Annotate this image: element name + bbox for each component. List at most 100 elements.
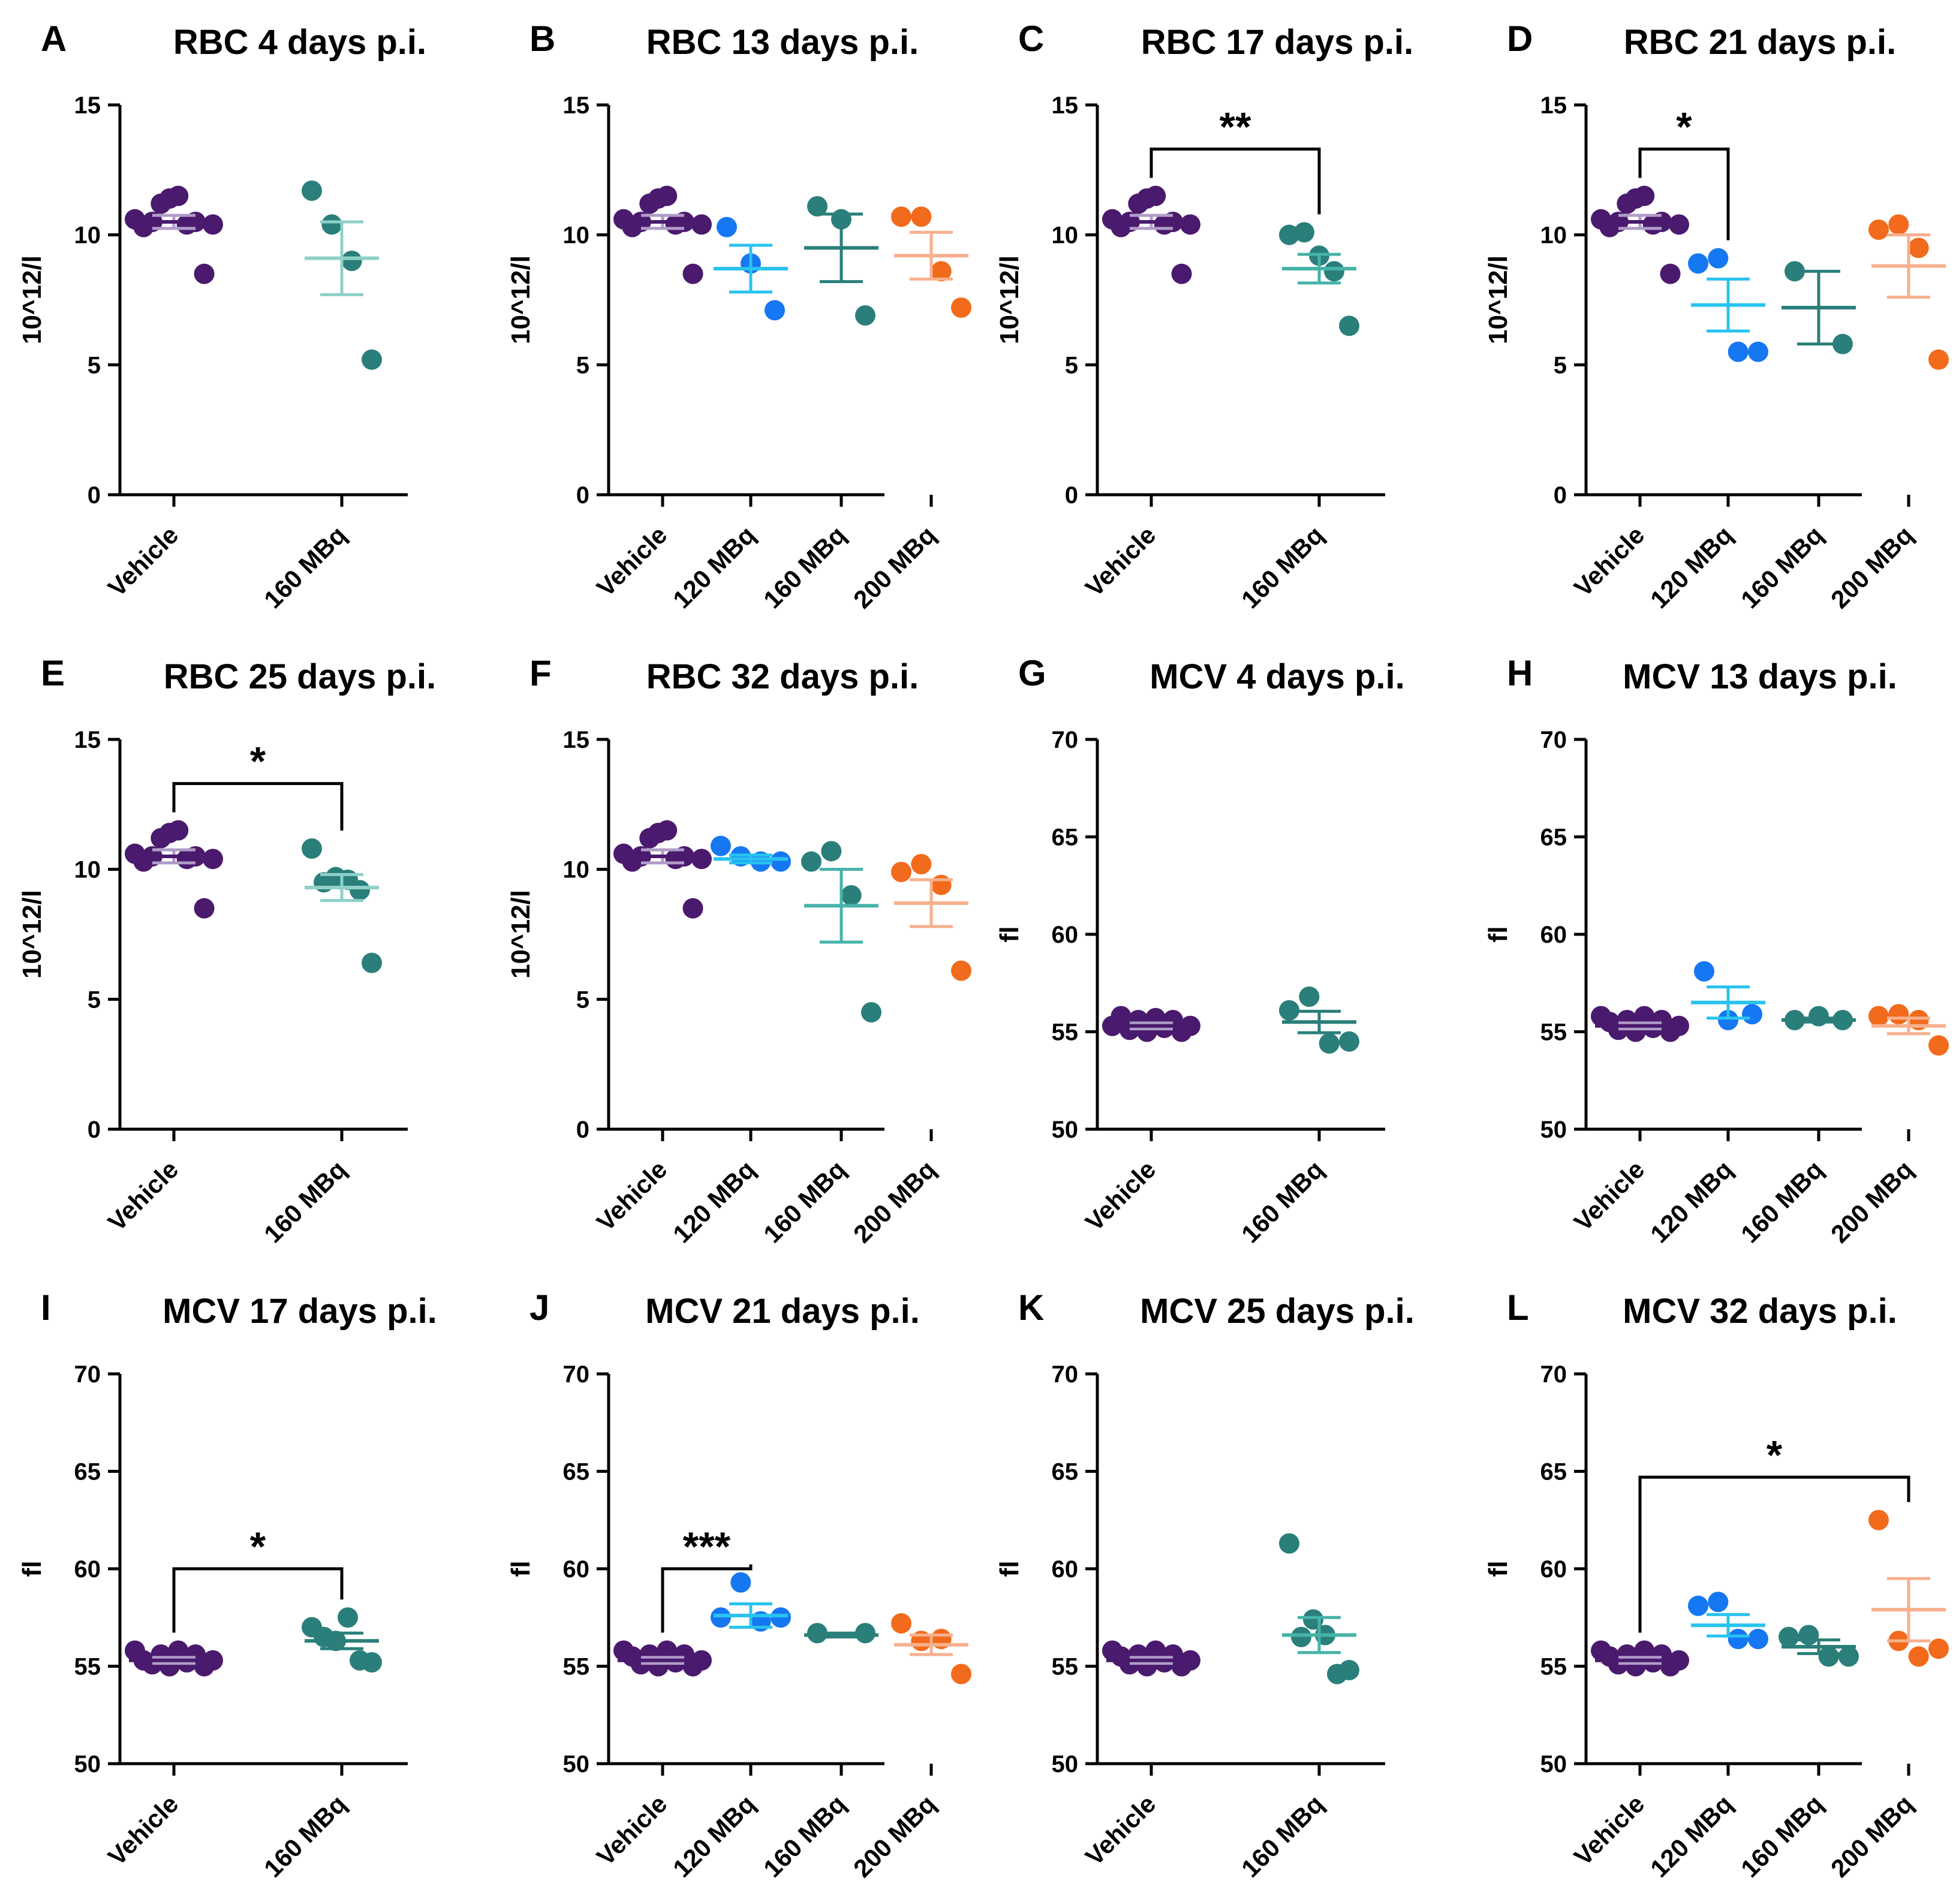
significance-bracket: [172, 1567, 344, 1633]
data-point: [1728, 1629, 1749, 1649]
chart-title: MCV 13 days p.i.: [1623, 657, 1897, 696]
y-tick-label: 55: [1052, 1654, 1079, 1680]
data-point: [1908, 1646, 1929, 1667]
chart-h: H MCV 13 days p.i. fl 50 55 60 65 70 Vehicle120 …: [1483, 653, 1949, 1248]
chart-title: MCV 32 days p.i.: [1623, 1292, 1897, 1331]
data-point: [1818, 1646, 1839, 1667]
y-tick-label: 60: [1052, 922, 1079, 948]
chart-title: RBC 32 days p.i.: [646, 657, 919, 696]
data-point: [821, 841, 842, 862]
panel-letter: C: [1018, 19, 1044, 59]
data-point: [1339, 315, 1359, 336]
y-tick-label: 0: [88, 482, 101, 509]
panel-h: H MCV 13 days p.i. fl 50 55 60 65 70 Vehicle 120 …: [1466, 634, 1955, 1269]
chart-d: D RBC 21 days p.i. 10^12/l 0 5 10 15 Vehicle120…: [1483, 19, 1949, 613]
y-tick-label: 15: [1540, 92, 1567, 119]
x-category-label: Vehicle: [103, 1789, 184, 1871]
x-category-label: 120 MBq: [1645, 1155, 1738, 1248]
data-point: [1708, 248, 1729, 269]
data-point: [1180, 214, 1200, 235]
significance-label: **: [1220, 104, 1251, 150]
data-point: [194, 898, 215, 919]
panel-letter: G: [1018, 653, 1046, 693]
chart-title: MCV 4 days p.i.: [1149, 657, 1404, 696]
x-category-label: 160 MBq: [258, 1789, 351, 1882]
data-point: [1294, 222, 1314, 243]
x-category-label: Vehicle: [1080, 521, 1161, 602]
chart-a: A RBC 4 days p.i. 10^12/l 0 5 10 15 Vehicle 160 …: [17, 19, 426, 613]
data-point: [1299, 986, 1320, 1007]
data-point: [1660, 263, 1681, 284]
significance-label: *: [1676, 104, 1692, 150]
data-point: [1742, 1004, 1762, 1025]
chart-b: B RBC 13 days p.i. 10^12/l 0 5 10 15 Vehicle120…: [506, 19, 971, 613]
significance-bracket: [1149, 148, 1321, 215]
x-category-label: 120 MBq: [667, 1789, 760, 1882]
panel-i: I MCV 17 days p.i. fl 50 55 60 65 70 Vehicle 160 …: [0, 1269, 489, 1903]
data-point: [1928, 1638, 1949, 1659]
y-axis-label: 10^12/l: [995, 255, 1024, 344]
data-point: [1928, 1035, 1949, 1056]
significance-bracket: [661, 1564, 753, 1633]
chart-k: K MCV 25 days p.i. fl 50 55 60 65 70 Vehicle 160 …: [995, 1288, 1415, 1882]
y-tick-label: 60: [74, 1556, 101, 1583]
data-point: [362, 1652, 382, 1673]
data-point: [1339, 1660, 1359, 1680]
data-point: [855, 305, 875, 326]
y-tick-label: 55: [74, 1654, 101, 1680]
chart-title: MCV 17 days p.i.: [163, 1292, 437, 1331]
x-category-label: Vehicle: [1569, 521, 1650, 602]
x-category-label: 200 MBq: [1825, 1789, 1918, 1882]
x-category-label: 160 MBq: [1735, 1789, 1828, 1882]
data-point: [1688, 253, 1708, 274]
data-point: [1748, 341, 1768, 362]
data-point: [771, 851, 791, 872]
data-point: [1634, 185, 1655, 206]
data-point: [1779, 1626, 1799, 1647]
data-point: [1832, 333, 1853, 354]
data-point: [801, 851, 821, 872]
y-tick-label: 15: [563, 92, 590, 119]
y-axis-label: fl: [1483, 1561, 1513, 1577]
panel-e: E RBC 25 days p.i. 10^12/l 0 5 10 15 Vehicle 160…: [0, 634, 489, 1269]
chart-title: MCV 21 days p.i.: [645, 1292, 920, 1331]
y-tick-label: 0: [576, 1117, 589, 1143]
x-category-label: Vehicle: [103, 521, 184, 602]
y-tick-label: 60: [1540, 1556, 1567, 1583]
y-tick-label: 10: [1540, 222, 1567, 249]
x-category-label: Vehicle: [1080, 1789, 1161, 1871]
data-point: [321, 214, 342, 235]
x-category-label: Vehicle: [591, 1155, 673, 1237]
y-tick-label: 55: [563, 1654, 590, 1680]
data-point: [951, 960, 971, 981]
data-point: [1171, 263, 1192, 284]
panel-letter: I: [41, 1288, 51, 1328]
y-tick-label: 15: [74, 92, 101, 119]
data-point: [1868, 1509, 1889, 1530]
data-point: [931, 874, 952, 895]
data-point: [911, 206, 932, 227]
data-point: [1798, 1625, 1819, 1646]
significance-label: *: [250, 739, 266, 784]
y-tick-label: 10: [74, 857, 101, 883]
y-tick-label: 60: [1540, 922, 1567, 948]
x-category-label: 160 MBq: [758, 1155, 851, 1248]
y-tick-label: 0: [576, 482, 589, 509]
y-axis-label: fl: [995, 927, 1024, 943]
data-point: [1291, 1626, 1311, 1647]
panel-letter: L: [1507, 1288, 1529, 1328]
y-tick-label: 10: [74, 222, 101, 249]
panel-d: D RBC 21 days p.i. 10^12/l 0 5 10 15 Vehicle 120…: [1466, 0, 1955, 634]
y-tick-label: 5: [88, 352, 101, 378]
data-point: [691, 214, 712, 235]
y-tick-label: 10: [563, 857, 590, 883]
data-point: [338, 1607, 358, 1628]
y-tick-label: 65: [1540, 825, 1567, 851]
y-tick-label: 55: [1540, 1654, 1567, 1680]
data-point: [657, 185, 678, 206]
data-point: [1748, 1629, 1768, 1649]
y-tick-label: 60: [563, 1556, 590, 1583]
data-point: [1339, 1031, 1359, 1052]
panel-j: J MCV 21 days p.i. fl 50 55 60 65 70 Vehicle 120 …: [489, 1269, 977, 1903]
data-point: [1888, 1004, 1909, 1025]
